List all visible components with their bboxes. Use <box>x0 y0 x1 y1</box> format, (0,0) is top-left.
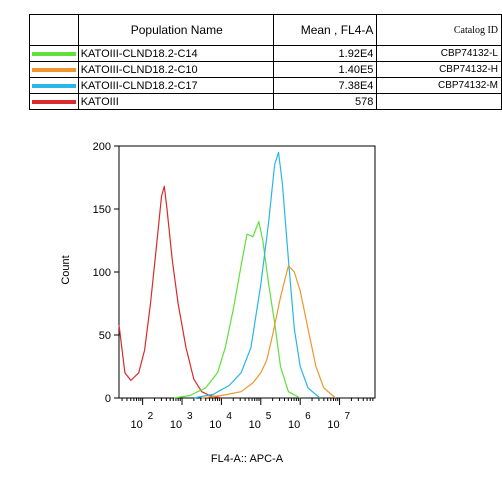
table-row: KATOIII-CLND18.2-C17 7.38E4 CBP74132-M <box>29 77 502 94</box>
x-tick-label-exponent: 4 <box>226 411 232 422</box>
header-catalog-id: Catalog ID <box>376 14 502 46</box>
mean-value: 1.40E5 <box>272 61 378 78</box>
x-tick-label-exponent: 5 <box>266 411 272 422</box>
population-name: KATOIII-CLND18.2-C14 <box>77 45 274 62</box>
series-line <box>118 185 222 399</box>
header-swatch-cell <box>29 14 79 46</box>
mean-value: 578 <box>272 93 378 110</box>
series-line <box>201 265 336 399</box>
plot-frame <box>118 145 376 399</box>
y-tick-label: 50 <box>99 330 111 342</box>
x-tick-label-base: 10 <box>288 419 300 431</box>
x-tick-label-exponent: 3 <box>187 411 193 422</box>
x-tick-label-base: 10 <box>249 419 261 431</box>
y-tick-label: 100 <box>93 267 111 279</box>
plot-border <box>118 145 376 399</box>
population-name: KATOIII <box>77 93 274 110</box>
color-swatch <box>32 68 76 72</box>
x-tick-label-base: 10 <box>209 419 221 431</box>
legend-table: Population Name Mean , FL4-A Catalog ID … <box>29 14 502 110</box>
color-swatch <box>32 84 76 88</box>
x-tick-label-base: 10 <box>327 419 339 431</box>
mean-value: 1.92E4 <box>272 45 378 62</box>
x-tick-label-exponent: 6 <box>305 411 311 422</box>
x-tick-label-exponent: 2 <box>148 411 154 422</box>
x-axis-title: FL4-A:: APC-A <box>211 453 284 465</box>
x-tick-label-base: 10 <box>131 419 143 431</box>
table-row: KATOIII-CLND18.2-C10 1.40E5 CBP74132-H <box>29 61 502 78</box>
population-name: KATOIII-CLND18.2-C17 <box>77 77 274 94</box>
series-line <box>193 151 321 399</box>
y-tick-label: 200 <box>93 141 111 153</box>
table-row: KATOIII-CLND18.2-C14 1.92E4 CBP74132-L <box>29 45 502 62</box>
catalog-id <box>376 93 502 110</box>
series-layer <box>118 151 336 399</box>
color-swatch <box>32 52 76 56</box>
y-axis-title: Count <box>60 255 72 284</box>
x-tick-label-exponent: 7 <box>345 411 351 422</box>
color-swatch <box>32 100 76 104</box>
y-tick-label: 150 <box>93 204 111 216</box>
population-name: KATOIII-CLND18.2-C10 <box>77 61 274 78</box>
x-axis: 10 2 10 3 10 4 10 5 10 6 10 7 <box>121 398 374 431</box>
series-line <box>174 221 301 399</box>
x-tick-label-base: 10 <box>170 419 182 431</box>
y-tick-label: 0 <box>105 393 111 405</box>
table-row: KATOIII 578 <box>29 93 502 110</box>
color-swatch-cell <box>29 93 79 110</box>
color-swatch-cell <box>29 77 79 94</box>
header-mean: Mean , FL4-A <box>272 14 378 46</box>
y-axis: 0 50 100 150 200 <box>93 141 119 405</box>
